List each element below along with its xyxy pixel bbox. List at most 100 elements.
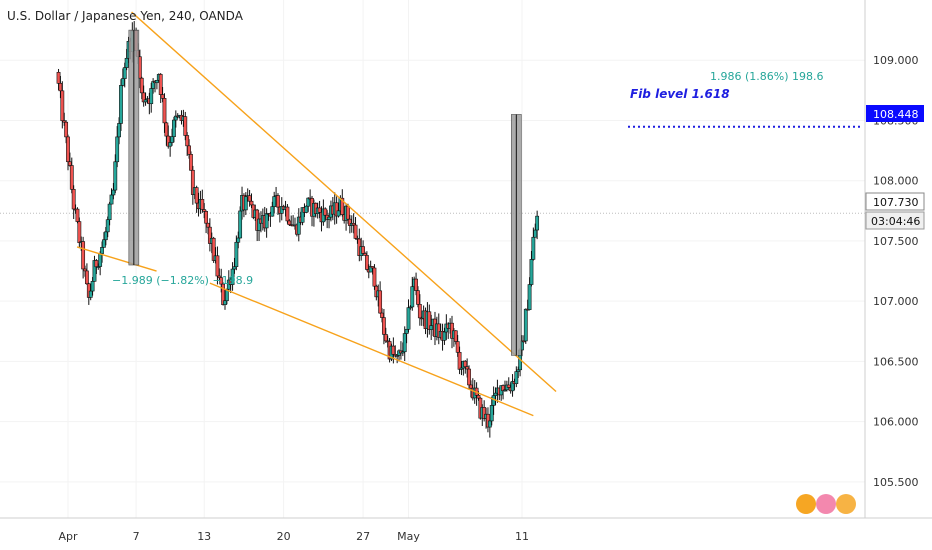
y-tick-label: 109.000 — [873, 54, 919, 67]
event-marker-icon — [816, 494, 836, 514]
candle-body — [236, 237, 241, 243]
candle-body — [85, 270, 89, 285]
candle-body — [122, 67, 127, 79]
candle-body — [185, 135, 190, 147]
y-tick-label: 106.000 — [873, 416, 919, 429]
x-tick-label: 7 — [133, 530, 140, 543]
candle-body — [139, 77, 144, 94]
fib-price-badge-text: 108.448 — [873, 108, 919, 121]
candle-body — [60, 90, 65, 122]
measure-down-label: −1.989 (−1.82%) −198.9 — [112, 274, 253, 287]
candle-body — [465, 366, 470, 370]
candle-body — [168, 142, 173, 147]
candle-body — [170, 136, 174, 143]
candle-body — [69, 165, 74, 190]
fib-level-label: Fib level 1.618 — [630, 87, 730, 101]
candle-body — [119, 85, 123, 124]
candles-layer — [56, 21, 540, 438]
candle-body — [533, 229, 538, 238]
event-markers[interactable] — [796, 494, 856, 514]
y-tick-label: 107.000 — [873, 295, 919, 308]
candle-body — [234, 241, 239, 268]
candle-body — [200, 199, 205, 210]
candle-body — [476, 395, 481, 399]
candle-body — [463, 360, 468, 368]
candle-body — [372, 267, 377, 287]
y-tick-label: 107.500 — [873, 235, 919, 248]
candle-body — [120, 78, 125, 86]
candle-body — [67, 161, 72, 166]
candle-body — [172, 119, 176, 137]
candle-body — [467, 368, 471, 386]
candle-body — [124, 57, 129, 68]
fib-price-badge — [866, 105, 924, 122]
y-tick-label: 105.500 — [873, 476, 919, 489]
candle-body — [378, 290, 383, 314]
candle-body — [506, 384, 511, 388]
candle-body — [115, 136, 120, 163]
candle-body — [457, 352, 462, 370]
candle-body — [243, 196, 248, 211]
x-tick-label: 27 — [356, 530, 370, 543]
y-tick-label: 106.500 — [873, 355, 919, 368]
candle-body — [514, 371, 519, 385]
x-tick-label: 20 — [277, 530, 291, 543]
candle-body — [304, 205, 309, 213]
candle-body — [287, 220, 292, 226]
candle-body — [529, 259, 534, 285]
candle-body — [109, 194, 114, 205]
trendline[interactable] — [209, 282, 534, 417]
candle-body — [204, 211, 208, 224]
x-tick-label: May — [397, 530, 420, 543]
candle-body — [402, 333, 407, 353]
candle-body — [346, 205, 350, 220]
candle-body — [442, 331, 447, 341]
candle-body — [489, 405, 494, 422]
candle-body — [406, 307, 411, 330]
candle-body — [100, 247, 104, 254]
trendline[interactable] — [76, 246, 157, 272]
candle-body — [336, 210, 341, 217]
candle-body — [493, 392, 498, 396]
countdown-badge-text: 03:04:46 — [871, 215, 920, 228]
candle-body — [102, 239, 106, 248]
candle-body — [238, 210, 243, 239]
candle-body — [416, 290, 420, 305]
candle-body — [380, 312, 384, 318]
candle-body — [317, 207, 322, 213]
candle-body — [414, 278, 418, 291]
candle-body — [64, 121, 69, 138]
candle-body — [77, 221, 82, 244]
candle-body — [404, 328, 409, 334]
candle-body — [327, 216, 331, 220]
candle-body — [453, 330, 458, 342]
candle-body — [391, 345, 396, 355]
candle-body — [206, 222, 210, 228]
candle-body — [531, 236, 536, 260]
candle-body — [223, 300, 227, 305]
candle-body — [276, 195, 280, 208]
trendline[interactable] — [131, 11, 557, 393]
candle-body — [90, 281, 95, 292]
candle-body — [143, 99, 148, 103]
candle-body — [187, 145, 191, 155]
time-axis[interactable]: Apr 7 13 20 27 May 11 — [58, 530, 529, 543]
candle-body — [162, 98, 167, 124]
candle-body — [249, 200, 254, 206]
candle-body — [382, 317, 386, 335]
candle-body — [353, 224, 358, 239]
candle-body — [215, 255, 220, 277]
candle-body — [56, 71, 61, 84]
candle-body — [247, 195, 252, 202]
price-axis[interactable]: 105.500 106.000 106.500 107.000 107.500 108.0… — [873, 54, 919, 489]
last-price-badge — [865, 192, 925, 211]
trendlines-layer — [76, 11, 557, 417]
candle-body — [455, 341, 460, 353]
candle-body — [94, 260, 99, 268]
last-price-badge-text: 107.730 — [873, 196, 919, 209]
candle-body — [535, 215, 540, 231]
candle-body — [527, 284, 532, 310]
candle-body — [272, 196, 277, 207]
candle-body — [149, 88, 154, 105]
